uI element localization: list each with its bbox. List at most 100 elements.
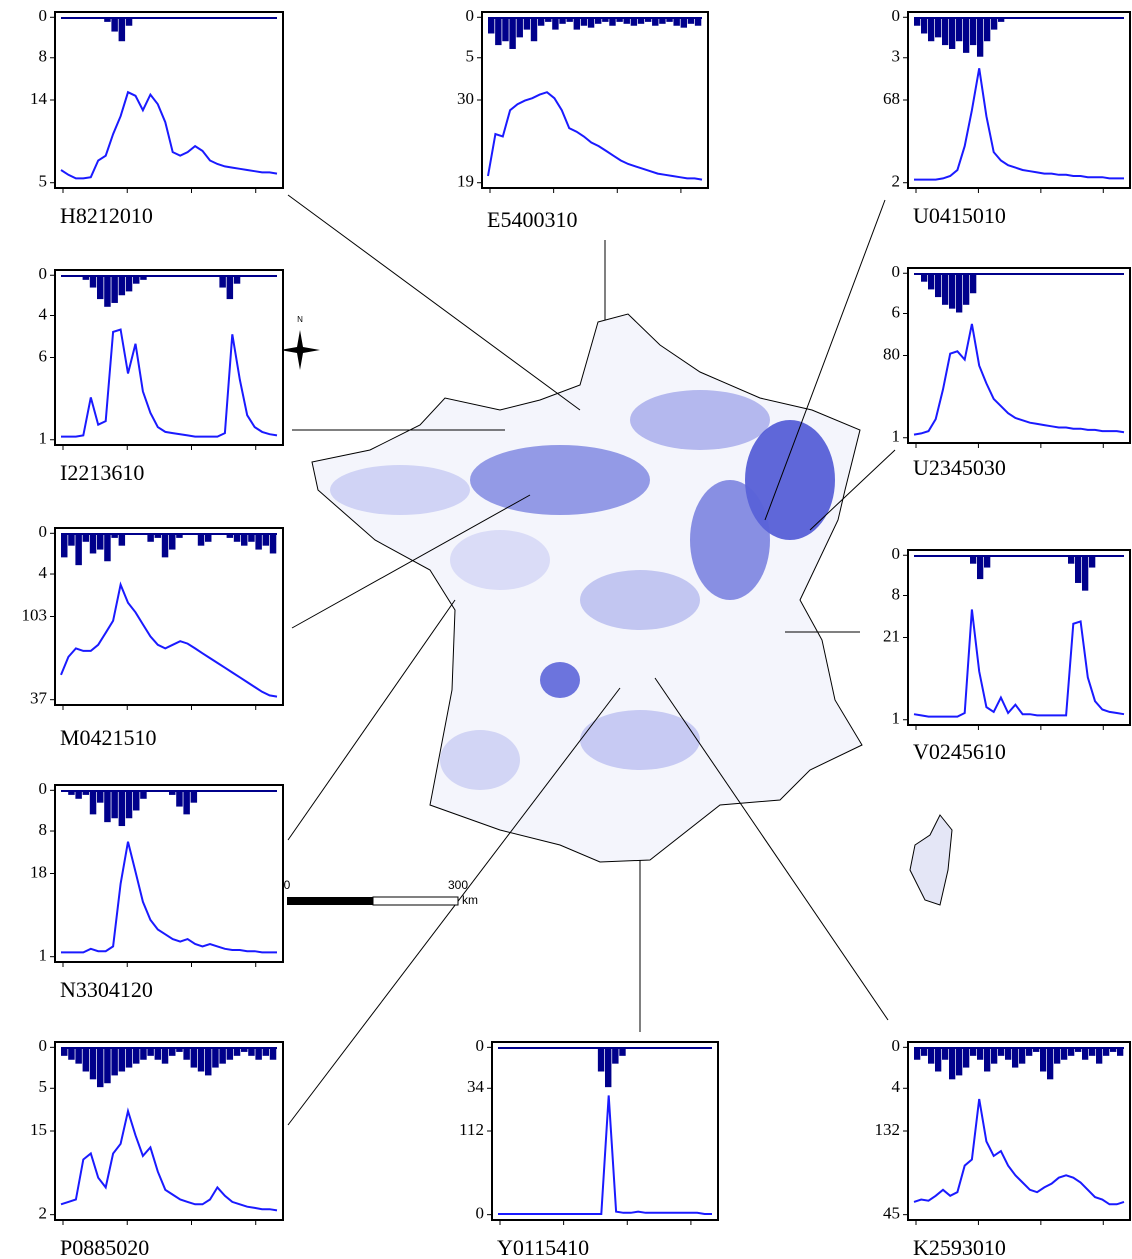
leader-lines <box>287 194 896 1126</box>
rain-bar <box>509 18 516 49</box>
rain-bar <box>537 18 545 26</box>
flow-line <box>60 1107 278 1212</box>
rain-bar <box>190 791 198 803</box>
region <box>450 530 550 590</box>
flow-line <box>61 328 278 438</box>
y-tick-label: 112 <box>459 1120 484 1139</box>
rain-bar <box>1005 1048 1012 1060</box>
rain-bar <box>935 1048 942 1072</box>
rain-bar <box>970 274 977 294</box>
rain-bar <box>694 18 702 26</box>
y-tick-label: 3 <box>892 47 901 66</box>
rain-bar <box>241 1048 248 1052</box>
rain-bar <box>921 18 928 34</box>
rain-bar <box>233 534 241 542</box>
rain-bar <box>1096 1048 1103 1064</box>
rain-bar <box>97 1048 104 1088</box>
y-tick-label: 103 <box>22 605 48 624</box>
rain-bar <box>197 534 205 546</box>
region <box>690 480 770 600</box>
rain-bar <box>97 276 104 300</box>
y-tick-label: 8 <box>892 584 901 603</box>
y-tick-label: 15 <box>30 1120 47 1139</box>
rain-bar <box>125 791 133 819</box>
panel-frame <box>54 784 284 963</box>
rain-bar <box>602 18 609 22</box>
rain-bar <box>104 18 111 22</box>
hydrograph-panel: 0 6 80 1 U2345030 <box>883 262 1131 480</box>
panel-frame <box>907 11 1131 189</box>
rain-bar <box>928 274 935 290</box>
rain-bar <box>612 1048 619 1064</box>
rain-bar <box>197 1048 205 1072</box>
rain-bar <box>1019 1048 1026 1064</box>
y-tick-label: 6 <box>39 346 48 365</box>
y-tick-label: 6 <box>892 302 901 321</box>
rain-bar <box>104 1048 111 1084</box>
rain-bar <box>949 18 956 49</box>
leader <box>291 494 531 629</box>
rain-bar <box>1075 1048 1082 1052</box>
rain-bar <box>262 1048 270 1056</box>
station-name: E5400310 <box>487 207 577 232</box>
rain-bar <box>140 276 147 280</box>
leader <box>287 599 456 841</box>
leader <box>287 194 581 411</box>
station-name: P0885020 <box>60 1235 149 1259</box>
scale-segment <box>372 896 459 906</box>
y-tick-label: 1 <box>892 709 901 728</box>
rain-bar <box>516 18 523 38</box>
rain-bar <box>161 534 169 558</box>
rain-bar <box>1033 1048 1040 1052</box>
rain-bar <box>219 1048 226 1064</box>
rain-bar <box>935 274 942 298</box>
rain-bar <box>154 1048 162 1060</box>
rain-bar <box>133 1048 140 1064</box>
rain-bar <box>666 18 673 22</box>
rain-bar <box>488 18 495 34</box>
region <box>330 465 470 515</box>
rain-bar <box>942 274 949 305</box>
rain-bar <box>89 534 97 554</box>
y-tick-label: 45 <box>883 1204 900 1223</box>
north-label: N <box>297 315 303 324</box>
panel-frame <box>54 527 284 706</box>
rain-bar <box>977 1048 984 1060</box>
hydrograph-panel: 0 5 30 19 E5400310 <box>457 6 709 232</box>
rain-bar <box>248 534 255 542</box>
rain-bar <box>241 534 248 546</box>
rain-bar <box>970 1048 977 1056</box>
rain-bar <box>125 18 133 26</box>
rain-bar <box>118 534 126 546</box>
rain-bar <box>963 18 970 53</box>
rain-bar <box>89 276 97 288</box>
hydrograph-panel: 0 5 15 2 P0885020 <box>30 1036 284 1259</box>
rain-bar <box>630 18 638 26</box>
rain-bar <box>226 276 234 300</box>
y-tick-label: 37 <box>30 689 48 708</box>
rain-bar <box>566 18 573 22</box>
rain-bar <box>921 274 928 282</box>
rain-bar <box>118 1048 126 1072</box>
rain-bar <box>597 1048 605 1072</box>
rain-bar <box>652 18 659 26</box>
rain-bar <box>169 791 176 795</box>
rain-bar <box>176 791 183 807</box>
rain-bar <box>68 1048 75 1060</box>
leader <box>654 677 889 1021</box>
y-tick-label: 0 <box>476 1204 485 1223</box>
scale-unit: km <box>462 893 478 907</box>
flow-line <box>60 581 278 698</box>
rain-bar <box>97 534 104 550</box>
rain-bar <box>963 1048 970 1068</box>
corsica <box>909 814 953 906</box>
flow-line <box>913 323 1125 436</box>
rain-bar <box>255 1048 262 1060</box>
y-tick-label: 19 <box>457 172 474 191</box>
rain-bar <box>605 1048 612 1088</box>
rain-bar <box>226 1048 234 1060</box>
rain-bar <box>963 274 970 305</box>
rain-bar <box>970 556 977 564</box>
rain-bar <box>75 1048 82 1064</box>
y-tick-label: 8 <box>39 820 48 839</box>
